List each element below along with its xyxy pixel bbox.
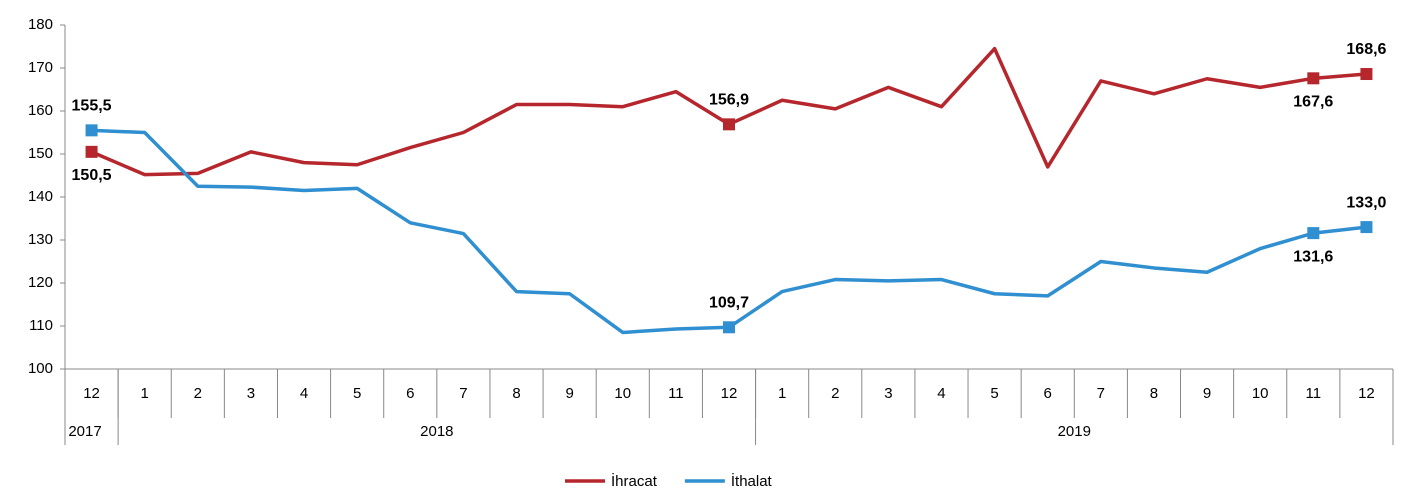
y-tick-label: 160 bbox=[28, 102, 53, 119]
legend-label: İhracat bbox=[611, 472, 658, 490]
year-label: 2017 bbox=[68, 423, 101, 440]
data-label: 168,6 bbox=[1346, 41, 1386, 58]
x-tick-label: 2 bbox=[194, 385, 202, 402]
data-label: 167,6 bbox=[1293, 94, 1333, 111]
x-tick-label: 3 bbox=[884, 385, 892, 402]
y-tick-label: 180 bbox=[28, 16, 53, 33]
y-tick-label: 120 bbox=[28, 274, 53, 291]
y-tick-label: 140 bbox=[28, 188, 53, 205]
y-tick-label: 150 bbox=[28, 145, 53, 162]
data-label: 155,5 bbox=[72, 98, 112, 115]
x-tick-label: 12 bbox=[83, 385, 100, 402]
point-marker bbox=[723, 321, 735, 334]
x-tick-label: 8 bbox=[1150, 385, 1158, 402]
data-label: 156,9 bbox=[709, 92, 749, 109]
data-label: 109,7 bbox=[709, 295, 749, 312]
x-tick-label: 5 bbox=[990, 385, 998, 402]
x-tick-label: 3 bbox=[247, 385, 255, 402]
x-tick-label: 4 bbox=[300, 385, 308, 402]
x-tick-label: 2 bbox=[831, 385, 839, 402]
x-tick-label: 1 bbox=[778, 385, 786, 402]
x-tick-label: 11 bbox=[1306, 385, 1322, 402]
x-tick-label: 9 bbox=[1203, 385, 1211, 402]
y-tick-label: 170 bbox=[28, 59, 53, 76]
point-marker bbox=[723, 118, 735, 131]
year-label: 2018 bbox=[420, 423, 453, 440]
x-tick-label: 11 bbox=[668, 385, 684, 402]
point-marker bbox=[85, 145, 98, 158]
point-marker bbox=[85, 124, 98, 137]
x-tick-label: 10 bbox=[1252, 385, 1269, 402]
x-tick-label: 4 bbox=[937, 385, 945, 402]
x-tick-label: 6 bbox=[1044, 385, 1052, 402]
data-line bbox=[90, 46, 1367, 177]
x-tick-label: 1 bbox=[141, 385, 149, 402]
point-marker bbox=[1307, 72, 1320, 85]
data-label: 150,5 bbox=[72, 167, 112, 184]
point-marker bbox=[1307, 227, 1320, 240]
data-label: 131,6 bbox=[1293, 248, 1333, 265]
year-label: 2019 bbox=[1058, 423, 1091, 440]
data-label: 133,0 bbox=[1346, 194, 1386, 211]
point-marker bbox=[1360, 68, 1373, 81]
y-tick-label: 130 bbox=[28, 231, 53, 248]
x-tick-label: 8 bbox=[512, 385, 520, 402]
x-tick-label: 6 bbox=[406, 385, 414, 402]
legend-label: İthalat bbox=[731, 472, 773, 490]
x-tick-label: 7 bbox=[1097, 385, 1105, 402]
point-marker bbox=[1360, 221, 1373, 234]
y-tick-label: 100 bbox=[28, 360, 53, 377]
x-tick-label: 10 bbox=[614, 385, 631, 402]
y-tick-label: 110 bbox=[29, 317, 53, 334]
x-tick-label: 9 bbox=[565, 385, 573, 402]
x-tick-label: 12 bbox=[721, 385, 738, 402]
x-tick-label: 12 bbox=[1358, 385, 1375, 402]
x-tick-label: 7 bbox=[459, 385, 467, 402]
x-tick-label: 5 bbox=[353, 385, 361, 402]
